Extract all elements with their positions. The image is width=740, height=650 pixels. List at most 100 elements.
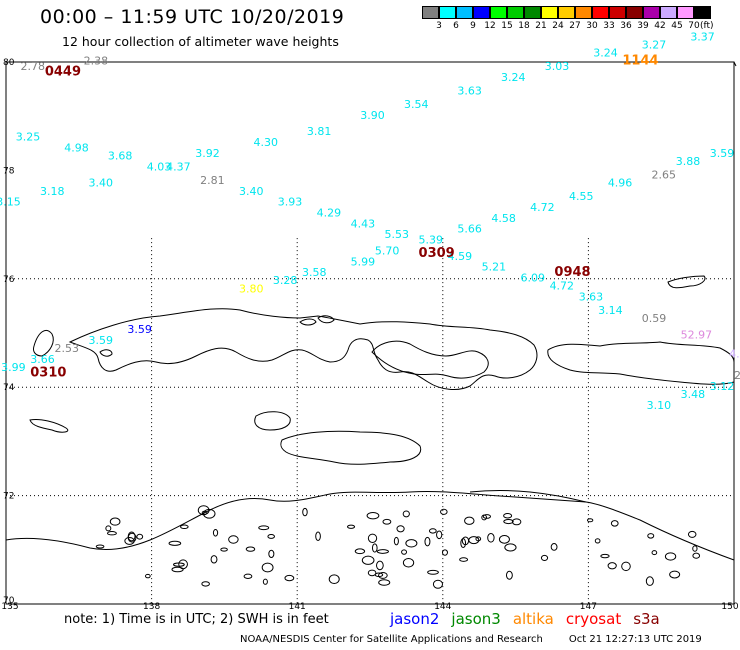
- latitude-tick-label: 80: [3, 58, 15, 68]
- delta-islet: [692, 545, 698, 552]
- wave-height-value: 52.97: [681, 328, 713, 341]
- wave-height-value: 3.63: [457, 85, 482, 98]
- wave-height-value: 3.14: [598, 304, 623, 317]
- footer-credit: NOAA/NESDIS Center for Satellite Applica…: [240, 634, 543, 645]
- delta-islet: [481, 514, 488, 521]
- legend-tick-label: 9: [470, 21, 476, 31]
- wave-height-value: 3.80: [239, 282, 264, 295]
- island-maly-lyakhovsky: [254, 411, 291, 431]
- wave-height-value: 2.78: [21, 60, 45, 73]
- satellite-cryosat: cryosat: [565, 610, 622, 628]
- legend-swatch: [677, 6, 694, 19]
- wave-height-value: 3.18: [40, 185, 64, 198]
- legend-tick-label: 42: [654, 21, 666, 31]
- axis-labels: 135 138 141 144 147 150 80 78 76 74 72 70: [1, 58, 738, 612]
- delta-islet: [651, 550, 658, 556]
- delta-islet: [315, 531, 321, 542]
- delta-islet: [127, 531, 136, 542]
- delta-coast: [469, 490, 587, 503]
- delta-islet: [302, 507, 308, 517]
- delta-islet: [284, 574, 295, 582]
- wave-height-value: 2.38: [84, 55, 109, 68]
- legend-tick-label: 15: [501, 21, 513, 31]
- wave-height-value: 3.10: [647, 399, 672, 412]
- legend-swatch: [473, 6, 490, 19]
- footer-timestamp: Oct 21 12:27:13 UTC 2019: [568, 634, 702, 645]
- delta-islet: [594, 538, 601, 544]
- delta-islet: [168, 540, 182, 546]
- delta-islet: [664, 552, 677, 561]
- island-jeannette: [667, 275, 706, 289]
- delta-islet: [586, 518, 594, 523]
- delta-islet: [366, 511, 380, 520]
- wave-height-value: 4.59: [448, 250, 473, 263]
- legend-tick-label: 45: [671, 21, 683, 31]
- delta-islet: [228, 535, 239, 544]
- delta-islet: [261, 562, 274, 573]
- island-west: [29, 419, 69, 433]
- wave-height-value: 3.90: [360, 109, 385, 122]
- delta-islet: [692, 552, 701, 559]
- delta-islet: [427, 569, 439, 575]
- wave-height-value: 3.58: [302, 266, 327, 279]
- legend-swatch: [694, 6, 711, 19]
- latitude-tick-label: 70: [3, 596, 15, 606]
- delta-islet: [550, 543, 558, 551]
- wave-height-value: 0.59: [642, 312, 667, 325]
- wave-height-value: 4.37: [166, 160, 191, 173]
- delta-islet: [354, 548, 366, 555]
- footer: NOAA/NESDIS Center for Satellite Applica…: [240, 634, 702, 645]
- pass-time-label: 0948: [554, 265, 590, 280]
- longitude-tick-label: 135: [1, 602, 18, 612]
- wave-height-value: 3.59: [89, 334, 114, 347]
- wave-height-value: 3.59: [710, 147, 735, 160]
- wave-height-value: 3.54: [404, 98, 429, 111]
- wave-height-value: 3.66: [30, 353, 55, 366]
- delta-islet: [503, 519, 514, 525]
- legend-tick-label: 21: [535, 21, 547, 31]
- delta-islet: [178, 559, 188, 570]
- mainland-coast: [5, 490, 735, 561]
- longitude-tick-label: 150: [721, 602, 738, 612]
- delta-islet: [687, 530, 697, 538]
- delta-islet: [498, 535, 510, 544]
- pass-time-label: 0309: [419, 246, 455, 261]
- delta-islet: [124, 536, 135, 545]
- map-title: 00:00 – 11:59 UTC 10/20/2019: [40, 6, 345, 28]
- delta-islet: [378, 579, 391, 586]
- delta-islet: [405, 539, 418, 548]
- legend-swatch: [541, 6, 558, 19]
- delta-islet: [328, 574, 340, 584]
- wave-height-value: 2.81: [200, 174, 225, 187]
- satellite-legend: jason2 jason3 altika cryosat s3a: [390, 610, 672, 628]
- delta-islet: [262, 578, 268, 585]
- delta-islet: [607, 562, 617, 570]
- graticule: [6, 238, 734, 604]
- delta-islet: [95, 544, 105, 549]
- delta-islet: [105, 525, 112, 532]
- islet-1: [299, 318, 317, 326]
- wave-height-value: 5.53: [385, 228, 410, 241]
- delta-islet: [220, 547, 228, 552]
- delta-islet: [460, 538, 467, 549]
- legend-tick-label: 33: [603, 21, 615, 31]
- wave-height-value: 4.55: [569, 190, 594, 203]
- wave-height-value: 5.99: [351, 255, 376, 268]
- wave-height-value: 4.98: [64, 141, 89, 154]
- delta-islet: [440, 508, 448, 515]
- delta-islet: [459, 557, 469, 562]
- delta-islet: [468, 536, 480, 545]
- satellite-altika: altika: [512, 610, 554, 628]
- legend-swatch: [490, 6, 507, 19]
- wave-height-value: 4.2: [729, 347, 740, 360]
- delta-islet: [436, 530, 443, 540]
- inner-lagoon: [371, 340, 489, 379]
- delta-islet: [371, 543, 378, 553]
- latitude-tick-label: 76: [3, 275, 15, 285]
- island-belkovsky: [33, 330, 54, 357]
- wave-height-value: 3.93: [278, 196, 303, 209]
- wave-height-value: 3.37: [690, 30, 715, 43]
- delta-islet: [376, 549, 389, 554]
- delta-islet: [136, 533, 144, 540]
- wave-height-value: 5.39: [419, 234, 444, 247]
